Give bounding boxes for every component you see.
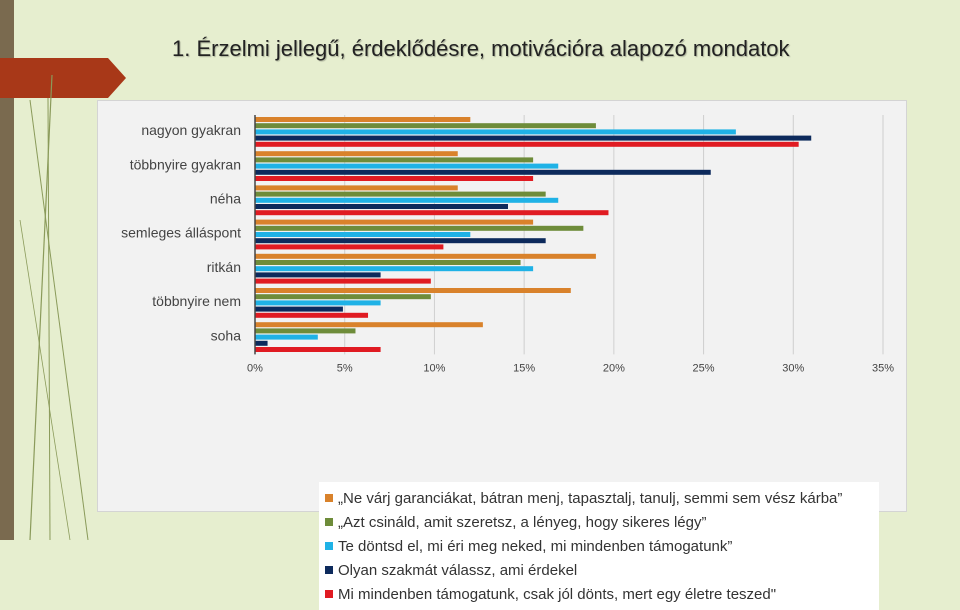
legend-item: Mi mindenben támogatunk, csak jól dönts,… [319, 582, 879, 606]
legend-item: „Ne várj garanciákat, bátran menj, tapas… [319, 486, 879, 510]
legend-item: Olyan szakmát válassz, ami érdekel [319, 558, 879, 582]
bar [255, 117, 471, 122]
bar [255, 322, 483, 328]
bar [255, 163, 559, 169]
bar [255, 312, 369, 318]
x-tick-label: 25% [693, 362, 715, 374]
bar [255, 253, 596, 259]
category-label: néha [210, 191, 241, 207]
category-label: soha [211, 327, 242, 343]
bar [255, 141, 799, 147]
legend-label: Te döntsd el, mi éri meg neked, mi minde… [338, 537, 733, 555]
bar [255, 288, 571, 293]
bar [255, 157, 534, 163]
decorative-line [47, 97, 51, 540]
category-label: többnyire nem [152, 293, 241, 309]
x-tick-label: 30% [782, 362, 804, 374]
x-tick-label: 0% [247, 362, 263, 374]
chart-panel: nagyon gyakran többnyire gyakran néha semle… [97, 100, 907, 610]
bar [255, 340, 268, 346]
slide-title: 1. Érzelmi jellegű, érdeklődésre, motivá… [172, 36, 790, 61]
left-sidebar-stripe [0, 0, 14, 540]
bar [255, 225, 584, 231]
bar [255, 347, 381, 352]
legend-swatch [325, 518, 333, 526]
legend-swatch [325, 542, 333, 550]
bar [255, 123, 596, 129]
bar [255, 219, 534, 225]
legend-item: „Azt csináld, amit szeretsz, a lényeg, h… [319, 510, 879, 534]
legend-label: „Ne várj garanciákat, bátran menj, tapas… [338, 489, 843, 507]
bar [255, 238, 546, 244]
decorative-line [19, 219, 71, 540]
bar [255, 244, 444, 250]
bar [255, 185, 458, 191]
x-tick-label: 15% [513, 362, 535, 374]
bar [255, 197, 559, 203]
category-label: semleges álláspont [121, 225, 241, 241]
chart-legend: „Ne várj garanciákat, bátran menj, tapas… [319, 482, 879, 610]
bar [255, 135, 812, 141]
bar [255, 294, 431, 300]
bar [255, 272, 381, 278]
bar [255, 334, 318, 340]
category-label: többnyire gyakran [130, 156, 241, 172]
bar [255, 278, 431, 284]
bar [255, 266, 534, 272]
decorative-line [29, 99, 89, 540]
bar [255, 204, 508, 209]
legend-swatch [325, 494, 333, 502]
legend-swatch [325, 590, 333, 598]
bar [255, 300, 381, 306]
slide-background [0, 0, 126, 540]
x-tick-label: 10% [423, 362, 445, 374]
bar [255, 210, 609, 216]
category-label: nagyon gyakran [141, 122, 241, 138]
legend-label: „Azt csináld, amit szeretsz, a lényeg, h… [338, 513, 707, 531]
bar [255, 328, 356, 334]
bar [255, 151, 458, 157]
x-tick-label: 35% [872, 362, 894, 374]
legend-swatch [325, 566, 333, 574]
title-accent-arrow [0, 58, 126, 98]
bar [255, 306, 343, 312]
category-label: ritkán [207, 259, 241, 275]
x-tick-label: 5% [337, 362, 353, 374]
bar [255, 232, 471, 237]
bar [255, 129, 736, 135]
legend-label: Olyan szakmát válassz, ami érdekel [338, 561, 578, 579]
legend-label: Mi mindenben támogatunk, csak jól dönts,… [338, 585, 777, 603]
legend-item: Te döntsd el, mi éri meg neked, mi minde… [319, 534, 879, 558]
bar [255, 176, 534, 181]
bar-chart: nagyon gyakran többnyire gyakran néha semle… [121, 115, 894, 374]
bar [255, 191, 546, 197]
x-tick-label: 20% [603, 362, 625, 374]
bar [255, 260, 521, 265]
bar [255, 169, 711, 175]
